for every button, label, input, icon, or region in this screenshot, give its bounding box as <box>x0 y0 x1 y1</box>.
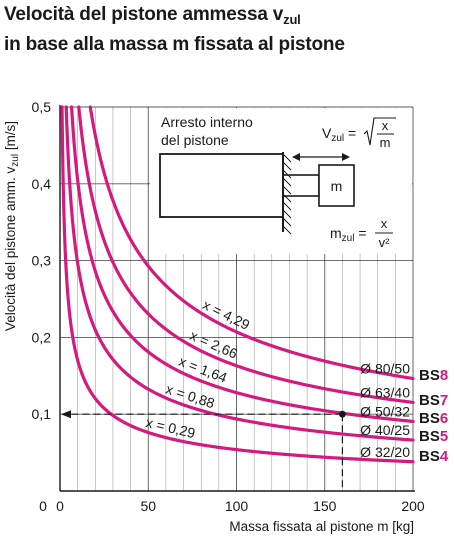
x-tick-label: 200 <box>401 498 425 514</box>
wall-hatch <box>282 161 292 171</box>
origin-tick-label: 0 <box>39 498 47 514</box>
bs-label: BS4 <box>419 448 449 465</box>
x-tick-label: 150 <box>313 498 337 514</box>
curves-layer <box>60 105 415 491</box>
y-tick-label: 0,5 <box>32 99 52 115</box>
formula-v-den: m <box>380 135 391 150</box>
wall-hatch <box>282 177 292 187</box>
formula-m-lhs: mzul = <box>330 225 367 244</box>
curve-bs6 <box>69 105 415 424</box>
curve-bs7 <box>77 105 415 405</box>
wall-hatch <box>282 169 292 179</box>
y-tick-label: 0,3 <box>32 253 52 269</box>
curve-bs5 <box>64 105 415 442</box>
diameter-label: Ø 63/40 <box>360 384 410 400</box>
y-tick-label: 0,1 <box>32 406 52 422</box>
y-axis-title: Velocità del pistone amm. vzul [m/s] <box>3 121 21 331</box>
title-line-2: in base alla massa m fissata al pistone <box>4 34 345 55</box>
wall-hatch <box>282 209 292 219</box>
wall-hatch <box>282 201 292 211</box>
y-tick-label: 0,2 <box>32 329 52 345</box>
mass-block <box>318 164 355 207</box>
piston-body <box>159 153 284 218</box>
diameter-label: Ø 50/32 <box>360 403 410 419</box>
diameter-label: Ø 80/50 <box>360 361 410 377</box>
formula-v-lhs: Vzul = <box>322 125 356 144</box>
wall-hatch <box>282 217 292 227</box>
diameter-label: Ø 32/20 <box>360 444 410 460</box>
wall-hatch <box>282 185 292 195</box>
formula-v-num: x <box>382 118 389 133</box>
formula-sqrt-sign <box>363 117 396 146</box>
x-tick-label: 50 <box>140 498 156 514</box>
example-point <box>339 410 346 418</box>
bs-label: BS5 <box>419 428 448 445</box>
x-tick-label: 100 <box>225 498 249 514</box>
example-arrowhead <box>61 410 71 419</box>
diameter-label: Ø 40/25 <box>360 422 410 438</box>
curve-bs8 <box>88 105 415 381</box>
wall-hatch <box>282 193 292 203</box>
inset-caption-line-1: Arresto interno <box>161 114 253 130</box>
axes-layer: 0 50 100 150 200 0 0,1 0,2 0,3 0,4 0,5 Massa fissat… <box>3 99 425 534</box>
wall-hatch <box>282 225 292 235</box>
inset-caption-line-2: del pistone <box>161 132 229 148</box>
title-line-1: Velocità del pistone ammessa vzul <box>4 4 301 27</box>
piston-rod <box>282 174 320 197</box>
bs-label: BS8 <box>419 367 448 384</box>
motion-arrowhead-left <box>292 153 300 161</box>
formula-m-num: x <box>381 216 388 231</box>
y-tick-label: 0,4 <box>32 176 52 192</box>
x-tick-label: 0 <box>56 498 64 514</box>
curve-bs4 <box>60 105 415 464</box>
mass-label: m <box>331 178 343 194</box>
wall-hatch <box>282 153 292 163</box>
x-axis-title: Massa fissata al pistone m [kg] <box>229 519 414 534</box>
formula-m-den: v² <box>379 235 391 250</box>
chart-title: Velocità del pistone ammessa vzul in bas… <box>4 2 345 57</box>
bs-label: BS7 <box>419 392 448 409</box>
bs-label: BS6 <box>419 410 448 427</box>
motion-arrowhead-right <box>342 153 350 161</box>
